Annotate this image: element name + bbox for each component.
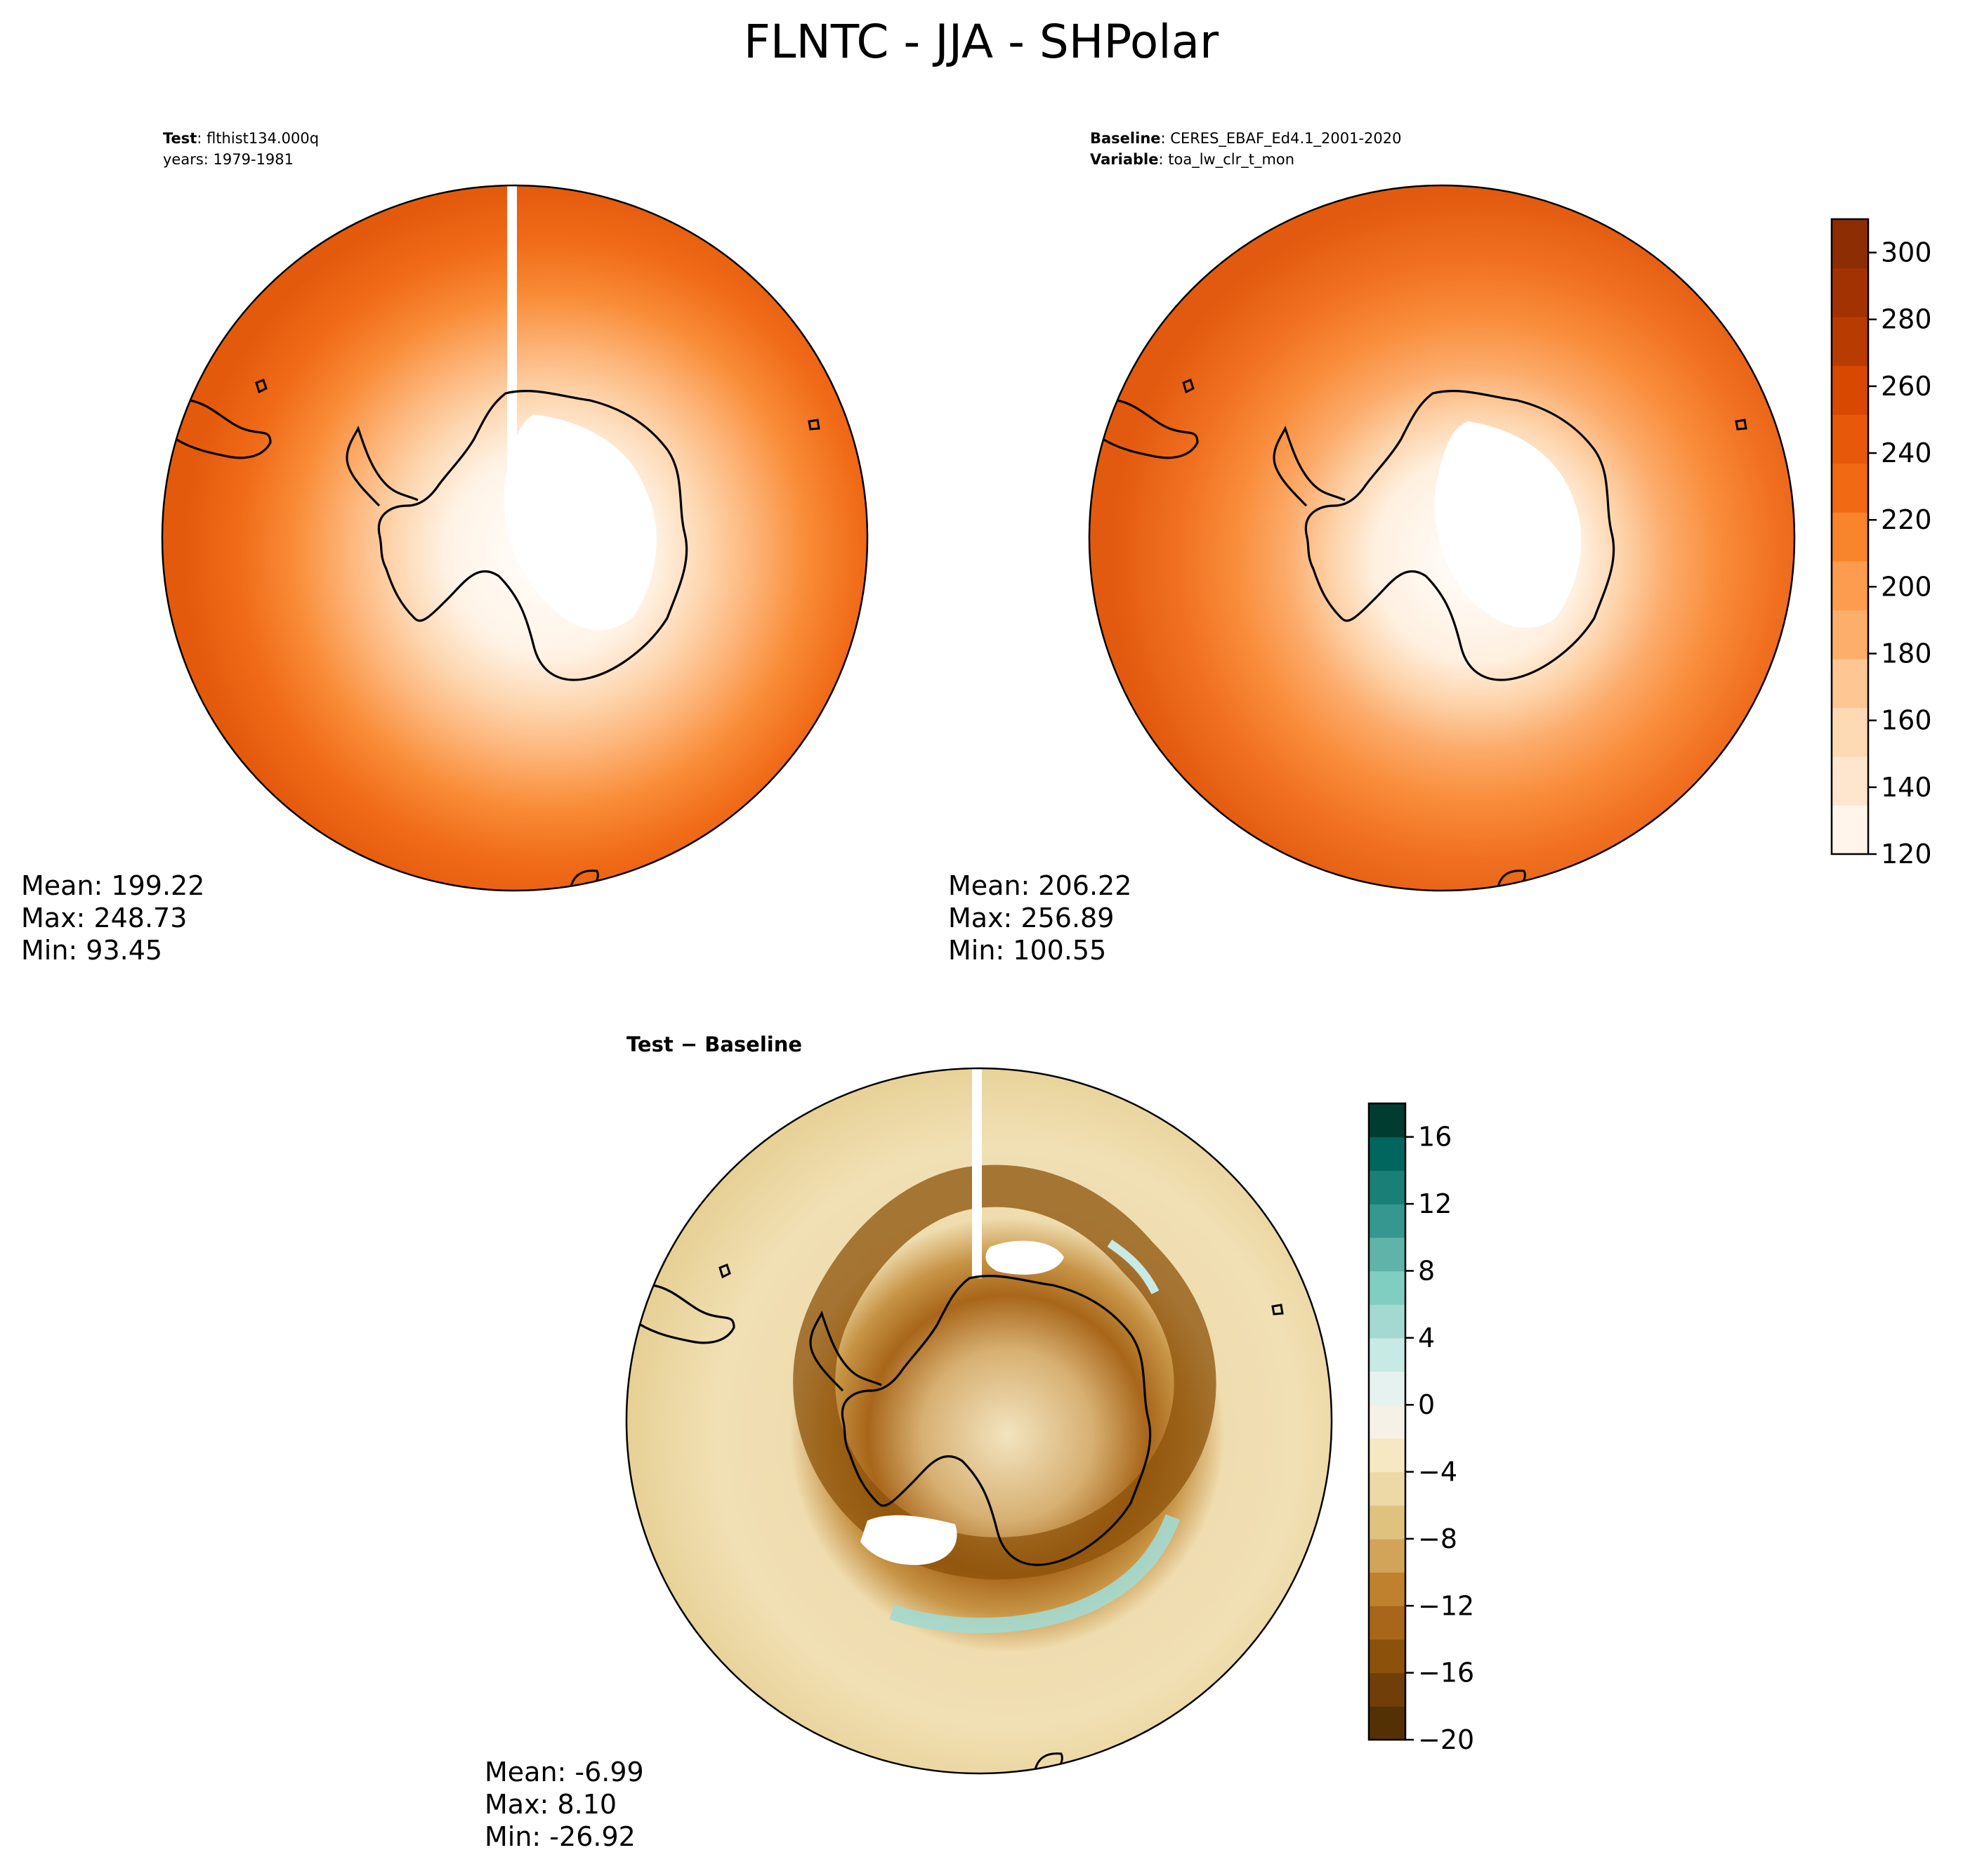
colorbar-tick-label: −12	[1418, 1590, 1474, 1621]
colorbar-tick-label: 180	[1881, 638, 1932, 669]
main-colorbar: 300 280 260 240 220 200 180 160 140 120	[1830, 218, 1932, 870]
colorbar-tick-label: 4	[1418, 1323, 1435, 1353]
baseline-min: Min: 100.55	[948, 935, 1106, 966]
diff-colorbar-segments	[1369, 1103, 1405, 1740]
colorbar-segment	[1832, 658, 1868, 708]
baseline-label-bold: Baseline	[1090, 130, 1161, 147]
test-label-bold: Test	[163, 130, 197, 147]
colorbar-segment	[1832, 463, 1868, 513]
baseline-map	[1089, 185, 1794, 891]
colorbar-segment	[1832, 512, 1868, 562]
colorbar-tick-label: −4	[1418, 1457, 1457, 1488]
test-label-value: flthist134.000q	[206, 130, 319, 147]
diff-min: Min: -26.92	[485, 1821, 636, 1852]
test-panel: Test: flthist134.000q years: 1979-1981 M…	[21, 130, 869, 966]
baseline-map-boundary	[1088, 184, 1796, 892]
colorbar-tick-label: 12	[1418, 1188, 1452, 1219]
variable-label-bold: Variable	[1090, 151, 1158, 168]
test-years-label: years: 1979-1981	[163, 151, 294, 168]
colorbar-tick-label: 140	[1881, 772, 1932, 803]
colorbar-segment	[1369, 1237, 1405, 1272]
colorbar-tick-label: 280	[1881, 304, 1932, 335]
colorbar-segment	[1369, 1672, 1405, 1707]
colorbar-segment	[1369, 1337, 1405, 1372]
colorbar-segment	[1369, 1136, 1405, 1171]
main-colorbar-frame	[1830, 218, 1870, 855]
south-america-coastline	[1102, 399, 1199, 459]
colorbar-tick-label: 160	[1881, 705, 1932, 736]
test-mean: Mean: 199.22	[21, 870, 204, 901]
colorbar-segment	[1369, 1606, 1405, 1640]
main-colorbar-ticks: 300 280 260 240 220 200 180 160 140 120	[1868, 237, 1932, 870]
colorbar-segment	[1369, 1271, 1405, 1305]
colorbar-segment	[1369, 1103, 1405, 1138]
colorbar-segment	[1832, 414, 1868, 464]
south-america-coastline	[175, 399, 272, 459]
colorbar-segment	[1369, 1505, 1405, 1540]
colorbar-tick-label: −8	[1418, 1523, 1457, 1554]
variable-label: Variable: toa_lw_clr_t_mon	[1090, 151, 1294, 169]
colorbar-segment	[1369, 1304, 1405, 1339]
diff-panel: Test − Baseline Mean: -6.99 Max: 8.10 Mi…	[485, 1032, 1333, 1852]
test-max: Max: 248.73	[21, 903, 187, 933]
diff-max: Max: 8.10	[485, 1789, 617, 1820]
colorbar-tick-label: 240	[1881, 438, 1932, 468]
colorbar-segment	[1369, 1471, 1405, 1506]
baseline-mean: Mean: 206.22	[948, 870, 1131, 901]
colorbar-tick-label: 8	[1418, 1255, 1435, 1286]
diff-colorbar-ticks: 16 12 8 4 0 −4 −8 −12 −16 −20	[1405, 1122, 1474, 1755]
colorbar-segment	[1369, 1438, 1405, 1473]
colorbar-segment	[1369, 1538, 1405, 1573]
baseline-label: Baseline: CERES_EBAF_Ed4.1_2001-2020	[1090, 130, 1401, 147]
figure-title: FLNTC - JJA - SHPolar	[744, 15, 1219, 69]
test-label: Test: flthist134.000q	[163, 130, 319, 147]
test-map	[162, 185, 867, 891]
antarctica-coastline	[377, 390, 688, 681]
colorbar-tick-label: 16	[1418, 1122, 1452, 1153]
colorbar-segment	[1369, 1572, 1405, 1606]
colorbar-tick-label: 300	[1881, 237, 1932, 268]
baseline-max: Max: 256.89	[948, 903, 1114, 933]
baseline-label-value: CERES_EBAF_Ed4.1_2001-2020	[1170, 130, 1401, 147]
colorbar-segment	[1832, 268, 1868, 317]
colorbar-tick-label: −20	[1418, 1724, 1474, 1755]
colorbar-segment	[1369, 1371, 1405, 1405]
colorbar-tick-label: −16	[1418, 1658, 1474, 1688]
colorbar-segment	[1832, 219, 1868, 269]
diff-colorbar: 16 12 8 4 0 −4 −8 −12 −16 −20	[1367, 1102, 1474, 1755]
variable-label-value: toa_lw_clr_t_mon	[1168, 151, 1294, 169]
colorbar-tick-label: 200	[1881, 571, 1932, 602]
baseline-panel: Baseline: CERES_EBAF_Ed4.1_2001-2020 Var…	[948, 130, 1796, 966]
colorbar-segment	[1369, 1170, 1405, 1205]
antarctica-coastline	[1304, 390, 1615, 681]
colorbar-segment	[1832, 805, 1868, 855]
diff-mean: Mean: -6.99	[485, 1757, 644, 1788]
diff-map	[626, 1068, 1332, 1773]
colorbar-segment	[1832, 365, 1868, 415]
test-min: Min: 93.45	[21, 935, 162, 966]
colorbar-tick-label: 0	[1418, 1389, 1435, 1420]
colorbar-segment	[1832, 317, 1868, 367]
diff-label: Test − Baseline	[626, 1032, 802, 1056]
colorbar-segment	[1369, 1639, 1405, 1674]
test-map-boundary	[161, 184, 869, 892]
colorbar-segment	[1832, 707, 1868, 757]
colorbar-tick-label: 120	[1881, 839, 1932, 870]
main-colorbar-segments	[1832, 219, 1868, 855]
colorbar-segment	[1369, 1204, 1405, 1238]
colorbar-tick-label: 260	[1881, 371, 1932, 402]
antarctica-coastline	[841, 1275, 1152, 1566]
colorbar-segment	[1832, 560, 1868, 610]
diff-colorbar-frame	[1367, 1102, 1407, 1741]
south-america-coastline	[638, 1284, 735, 1344]
diff-map-boundary	[625, 1067, 1333, 1775]
colorbar-segment	[1369, 1706, 1405, 1740]
colorbar-tick-label: 220	[1881, 504, 1932, 535]
colorbar-segment	[1832, 756, 1868, 806]
colorbar-segment	[1369, 1405, 1405, 1439]
colorbar-segment	[1832, 610, 1868, 660]
